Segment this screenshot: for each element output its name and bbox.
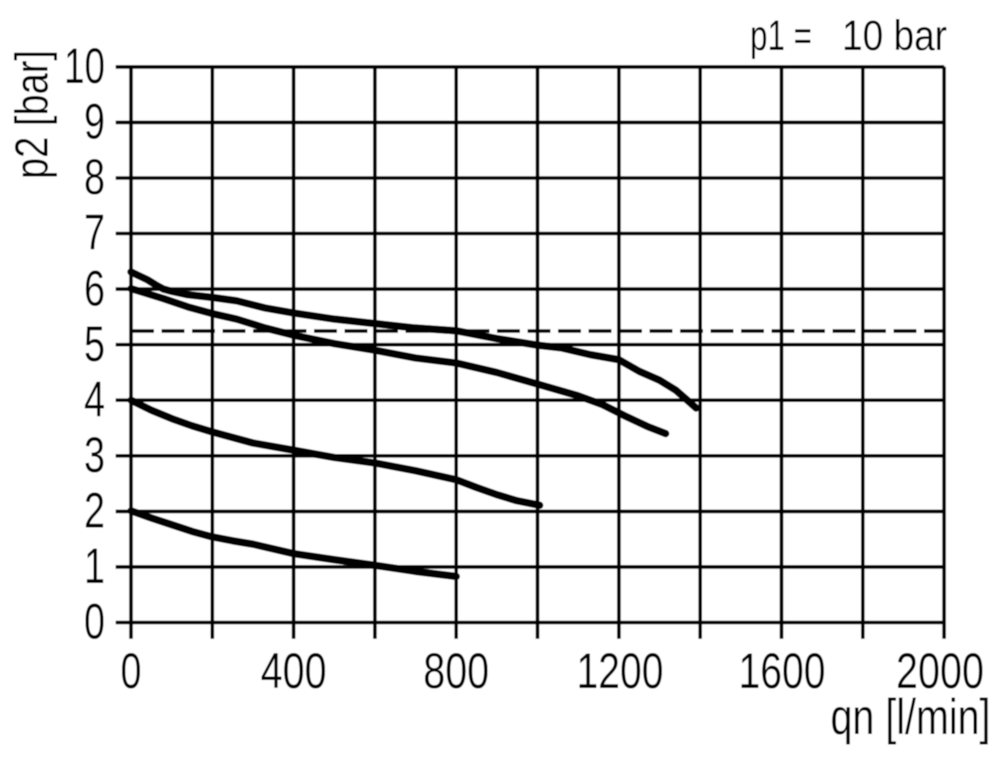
svg-text:4: 4 [84,370,105,427]
svg-text:9: 9 [84,93,105,150]
svg-text:0: 0 [84,593,105,650]
svg-text:5: 5 [84,315,105,372]
svg-text:1600: 1600 [739,642,826,699]
svg-text:6: 6 [84,259,105,316]
svg-text:2000: 2000 [896,642,984,699]
svg-text:800: 800 [423,642,489,699]
svg-text:p2 [bar]: p2 [bar] [6,50,58,179]
svg-text:p1 =: p1 = [750,12,812,60]
svg-text:10: 10 [64,37,105,94]
svg-text:1: 1 [84,537,105,594]
svg-text:3: 3 [84,426,105,483]
svg-text:7: 7 [84,204,105,261]
svg-text:10 bar: 10 bar [842,12,947,60]
svg-text:2: 2 [84,482,105,539]
svg-text:qn [l/min]: qn [l/min] [831,688,991,745]
svg-text:400: 400 [261,642,327,699]
svg-text:0: 0 [121,642,142,699]
svg-text:8: 8 [84,148,105,205]
svg-text:1200: 1200 [577,642,664,699]
